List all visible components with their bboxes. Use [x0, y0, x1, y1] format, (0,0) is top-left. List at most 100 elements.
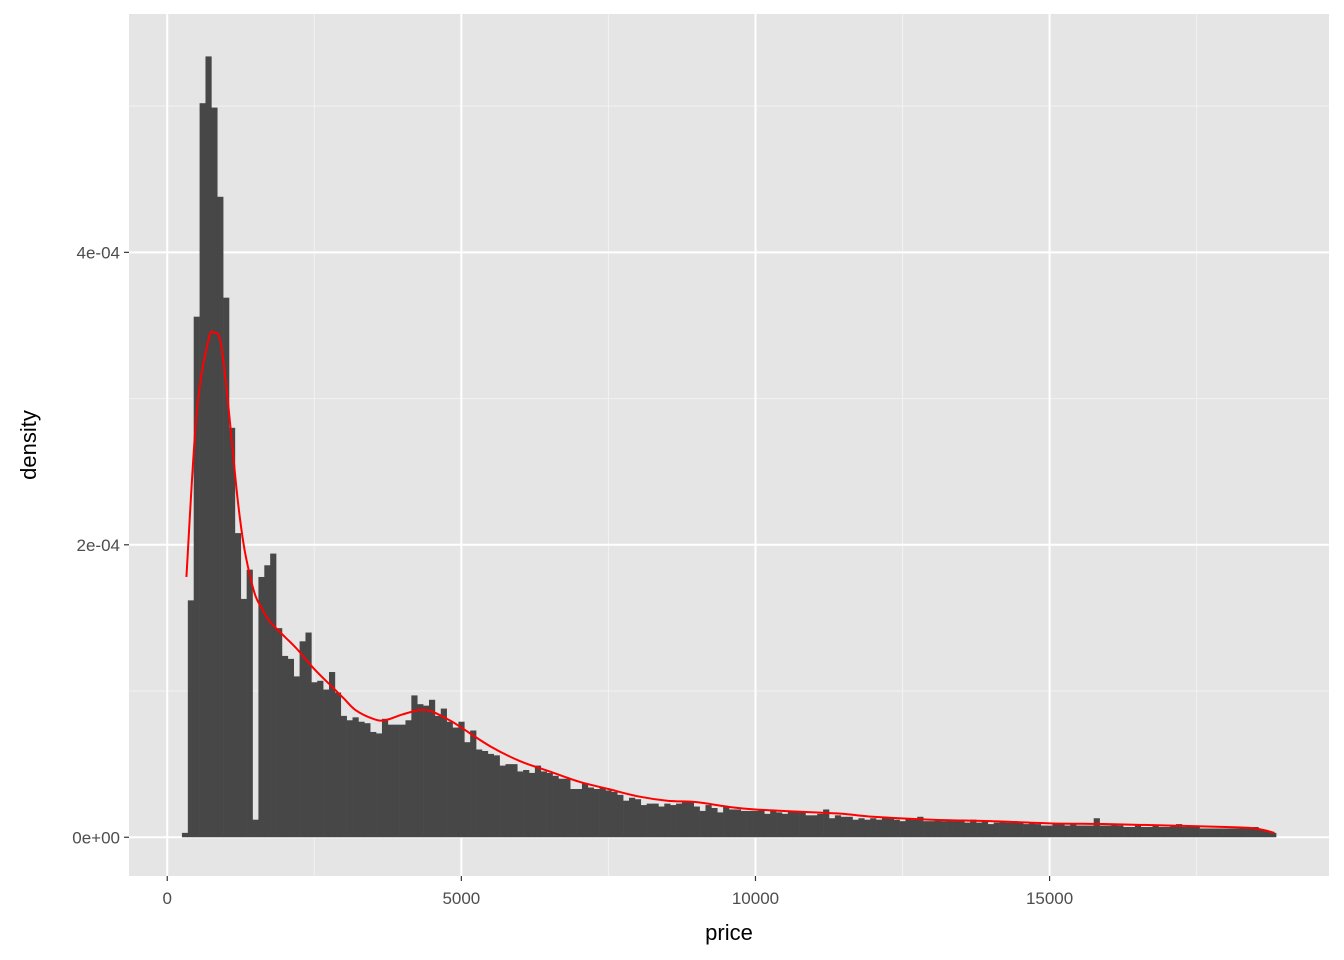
histogram-bar — [729, 809, 736, 838]
histogram-bar — [705, 805, 712, 838]
y-tick-label: 4e-04 — [77, 243, 120, 262]
x-tick-label: 10000 — [732, 889, 779, 908]
histogram-bar — [1199, 828, 1206, 838]
histogram-bar — [587, 787, 595, 838]
histogram-bar — [534, 765, 542, 838]
histogram-bar — [440, 708, 447, 838]
histogram-bar — [581, 783, 589, 838]
x-tick-label: 0 — [163, 889, 172, 908]
histogram-bar — [423, 705, 430, 838]
histogram-bar — [829, 818, 836, 838]
histogram-bar — [787, 810, 795, 838]
histogram-bar — [1099, 825, 1106, 838]
histogram-bar — [899, 821, 906, 838]
histogram-bar — [1117, 825, 1124, 838]
histogram-bar — [1170, 825, 1177, 838]
histogram-bar — [1181, 827, 1189, 838]
axes: 0 5000 10000 15000 0e+00 2e-04 4e-04 — [72, 243, 1073, 908]
histogram-bar — [923, 821, 930, 838]
histogram-bar — [981, 821, 989, 838]
histogram-bar — [811, 815, 818, 838]
histogram-bar — [411, 695, 418, 838]
histogram-bar — [499, 765, 506, 838]
histogram-bar — [399, 724, 406, 838]
histogram-bar — [464, 742, 471, 838]
histogram-bar — [1258, 829, 1265, 838]
histogram-bar — [752, 810, 759, 838]
histogram-bar — [1058, 824, 1065, 838]
histogram-bar — [1040, 825, 1047, 838]
histogram-bar — [1029, 822, 1036, 838]
histogram-bar — [1087, 825, 1095, 838]
histogram-bar — [693, 806, 700, 838]
histogram-bar — [576, 788, 583, 838]
histogram-bar — [1146, 827, 1153, 838]
histogram-bar — [317, 680, 324, 838]
histogram-bar — [1005, 822, 1012, 838]
histogram-bar — [946, 819, 953, 838]
histogram-bar — [699, 810, 706, 838]
histogram-bar — [834, 815, 842, 838]
histogram-bar — [940, 821, 947, 838]
histogram-bar — [1076, 825, 1083, 838]
histogram-bar — [264, 565, 271, 838]
histogram-bar — [1123, 827, 1130, 838]
histogram-bar — [1217, 828, 1224, 838]
histogram-bar — [876, 819, 883, 838]
histogram-bar — [840, 816, 847, 838]
histogram-bar — [952, 821, 959, 838]
histogram-bar — [270, 553, 277, 838]
histogram-bar — [746, 810, 753, 838]
histogram-bar — [881, 816, 889, 838]
histogram-bar — [1240, 828, 1247, 838]
histogram-bar — [1081, 825, 1089, 838]
histogram-bar — [870, 818, 877, 838]
histogram-bar — [1223, 828, 1230, 838]
histogram-bar — [670, 805, 677, 838]
x-axis-title: price — [705, 920, 753, 945]
histogram-bar — [376, 733, 383, 838]
histogram-bars — [181, 56, 1277, 838]
histogram-bar — [329, 672, 336, 838]
histogram-bar — [864, 819, 871, 838]
histogram-bar — [617, 794, 624, 838]
histogram-bar — [611, 791, 618, 838]
histogram-bar — [487, 753, 495, 838]
histogram-bar — [929, 821, 936, 838]
histogram-bar — [776, 812, 783, 838]
histogram-bar — [1052, 824, 1059, 838]
histogram-bar — [652, 803, 659, 838]
histogram-bar — [429, 699, 436, 838]
histogram-bar — [1187, 827, 1195, 838]
x-tick-label: 5000 — [442, 889, 480, 908]
histogram-bar — [529, 772, 536, 838]
histogram-bar — [852, 819, 859, 838]
histogram-bar — [781, 813, 789, 838]
histogram-bar — [523, 769, 530, 838]
histogram-bar — [1105, 825, 1112, 838]
histogram-bar — [287, 658, 295, 838]
histogram-bar — [252, 819, 259, 838]
histogram-bar — [205, 56, 212, 838]
histogram-bar — [934, 819, 942, 838]
histogram-bar — [258, 576, 265, 838]
histogram-bar — [905, 818, 912, 838]
histogram-bar — [999, 821, 1006, 838]
histogram-bar — [323, 689, 330, 838]
histogram-bar — [370, 731, 377, 838]
histogram-bar — [893, 819, 900, 838]
histogram-bar — [452, 727, 459, 838]
histogram-bar — [970, 819, 977, 838]
histogram-bar — [958, 821, 965, 838]
histogram-bar — [887, 818, 895, 838]
histogram-bar — [364, 723, 371, 838]
density-line — [185, 330, 1275, 834]
histogram-bar — [387, 724, 395, 838]
histogram-bar — [187, 600, 195, 838]
histogram-bar — [305, 632, 312, 838]
histogram-bar — [505, 764, 512, 838]
histogram-bar — [676, 803, 683, 838]
histogram-bar — [1264, 831, 1271, 838]
histogram-bar — [1046, 825, 1053, 838]
